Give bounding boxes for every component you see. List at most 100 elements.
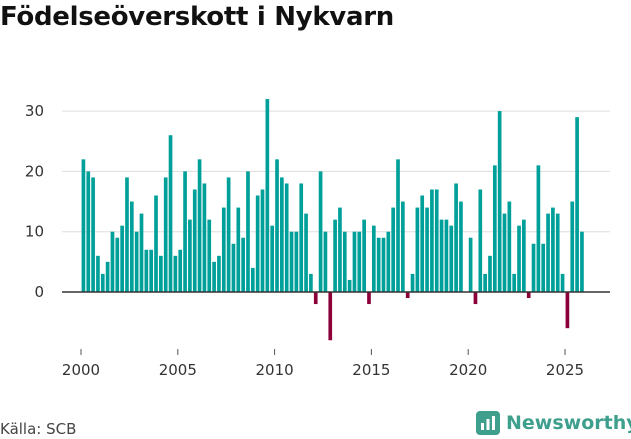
bar xyxy=(221,207,226,292)
x-tick-label: 2025 xyxy=(546,361,584,379)
bar xyxy=(149,249,154,292)
bar xyxy=(110,231,115,292)
bar xyxy=(212,261,216,292)
bar xyxy=(565,292,570,329)
bar xyxy=(512,273,517,292)
x-tick-label: 2005 xyxy=(159,361,197,379)
bar xyxy=(289,231,294,292)
bar xyxy=(425,207,429,292)
bar xyxy=(338,207,342,292)
bar xyxy=(570,201,575,292)
bar xyxy=(492,165,497,292)
bar xyxy=(178,249,183,292)
bar xyxy=(294,231,299,292)
bar xyxy=(275,159,279,292)
bar xyxy=(376,237,381,292)
bar xyxy=(120,225,124,292)
bar xyxy=(415,207,420,292)
bar xyxy=(313,292,318,305)
bar xyxy=(347,279,352,292)
bar xyxy=(217,255,221,292)
bar xyxy=(304,213,308,292)
y-tick-label: 30 xyxy=(25,102,44,120)
bar xyxy=(86,171,91,292)
bar xyxy=(483,273,487,292)
bar xyxy=(410,273,415,292)
bar xyxy=(318,171,323,292)
bar xyxy=(391,207,396,292)
bar xyxy=(541,243,546,292)
y-tick-label: 20 xyxy=(25,162,44,180)
bar xyxy=(430,189,434,292)
bar xyxy=(197,159,202,292)
bar xyxy=(488,255,492,292)
bar xyxy=(105,261,110,292)
bar xyxy=(575,117,579,292)
bar xyxy=(362,219,366,292)
bar xyxy=(517,225,521,292)
x-tick-label: 2010 xyxy=(256,361,294,379)
bar xyxy=(507,201,512,292)
bar xyxy=(246,171,250,292)
bar xyxy=(401,201,405,292)
y-tick-label: 10 xyxy=(25,223,44,241)
bar xyxy=(125,177,129,292)
bar xyxy=(168,135,173,292)
bar xyxy=(328,292,333,341)
bar xyxy=(580,231,584,292)
bar xyxy=(154,195,158,292)
bar xyxy=(202,183,207,292)
bar xyxy=(371,225,376,292)
source-note: Källa: SCB xyxy=(0,420,77,438)
bar xyxy=(226,177,231,292)
bar xyxy=(454,183,458,292)
bar xyxy=(555,213,560,292)
bar xyxy=(250,267,255,292)
bar xyxy=(207,219,212,292)
bar xyxy=(352,231,357,292)
bar xyxy=(100,273,105,292)
bar xyxy=(280,177,284,292)
brand-name: Newsworthy xyxy=(506,412,631,434)
bar xyxy=(260,189,265,292)
bar xyxy=(183,171,187,292)
bar xyxy=(449,225,454,292)
bar xyxy=(546,213,550,292)
bar xyxy=(522,219,526,292)
bar xyxy=(434,189,439,292)
bar xyxy=(560,273,565,292)
bar xyxy=(367,292,371,305)
bar xyxy=(478,189,483,292)
bar xyxy=(381,237,386,292)
chart-title: Födelseöverskott i Nykvarn xyxy=(0,2,394,32)
bar xyxy=(173,255,178,292)
bar xyxy=(468,237,473,292)
bar xyxy=(241,237,245,292)
bar xyxy=(502,213,507,292)
x-tick-label: 2015 xyxy=(352,361,390,379)
bar xyxy=(236,207,241,292)
bar xyxy=(323,231,328,292)
bar xyxy=(357,231,362,292)
bar xyxy=(270,225,275,292)
bar xyxy=(188,219,192,292)
bar xyxy=(134,231,139,292)
bar xyxy=(333,219,337,292)
chart-bars-icon xyxy=(476,411,500,435)
bar xyxy=(309,273,313,292)
bar xyxy=(91,177,95,292)
bar xyxy=(299,183,304,292)
bar xyxy=(439,219,444,292)
grid-lines xyxy=(62,110,610,233)
newsworthy-logo[interactable]: Newsworthy xyxy=(476,409,631,437)
bar xyxy=(551,207,555,292)
bar xyxy=(536,165,541,292)
x-axis-ticks: 2000 2005 2010 2015 2020 2025 xyxy=(62,349,584,379)
y-axis-ticks: 0 10 20 30 xyxy=(25,102,44,301)
bar xyxy=(96,255,100,292)
bar xyxy=(231,243,236,292)
bar xyxy=(192,189,197,292)
y-tick-label: 0 xyxy=(34,283,44,301)
x-tick-label: 2000 xyxy=(62,361,100,379)
